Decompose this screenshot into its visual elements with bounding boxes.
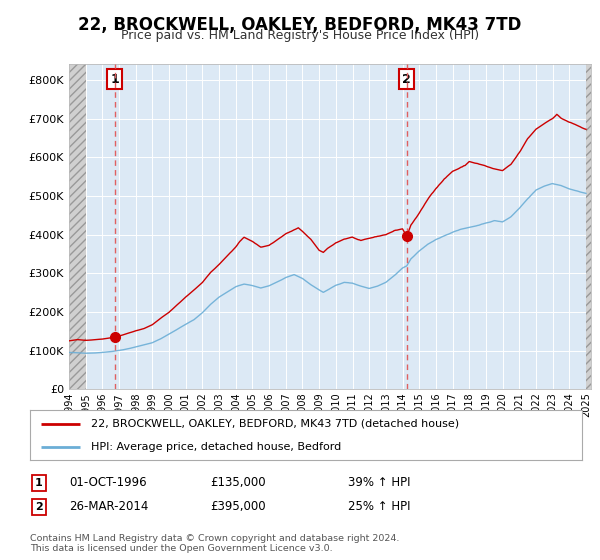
Bar [586,64,591,389]
Text: £135,000: £135,000 [210,476,266,489]
Text: £395,000: £395,000 [210,500,266,514]
Text: 22, BROCKWELL, OAKLEY, BEDFORD, MK43 7TD: 22, BROCKWELL, OAKLEY, BEDFORD, MK43 7TD [79,16,521,34]
Text: 39% ↑ HPI: 39% ↑ HPI [348,476,410,489]
Text: 26-MAR-2014: 26-MAR-2014 [69,500,148,514]
Text: 1: 1 [35,478,43,488]
Text: HPI: Average price, detached house, Bedford: HPI: Average price, detached house, Bedf… [91,442,341,452]
Text: Contains HM Land Registry data © Crown copyright and database right 2024.
This d: Contains HM Land Registry data © Crown c… [30,534,400,553]
Text: Price paid vs. HM Land Registry's House Price Index (HPI): Price paid vs. HM Land Registry's House … [121,29,479,42]
Text: 22, BROCKWELL, OAKLEY, BEDFORD, MK43 7TD (detached house): 22, BROCKWELL, OAKLEY, BEDFORD, MK43 7TD… [91,418,459,428]
Text: 2: 2 [403,72,411,86]
Bar [69,64,86,389]
Text: 01-OCT-1996: 01-OCT-1996 [69,476,146,489]
Text: 1: 1 [110,72,119,86]
Text: 25% ↑ HPI: 25% ↑ HPI [348,500,410,514]
Text: 2: 2 [35,502,43,512]
